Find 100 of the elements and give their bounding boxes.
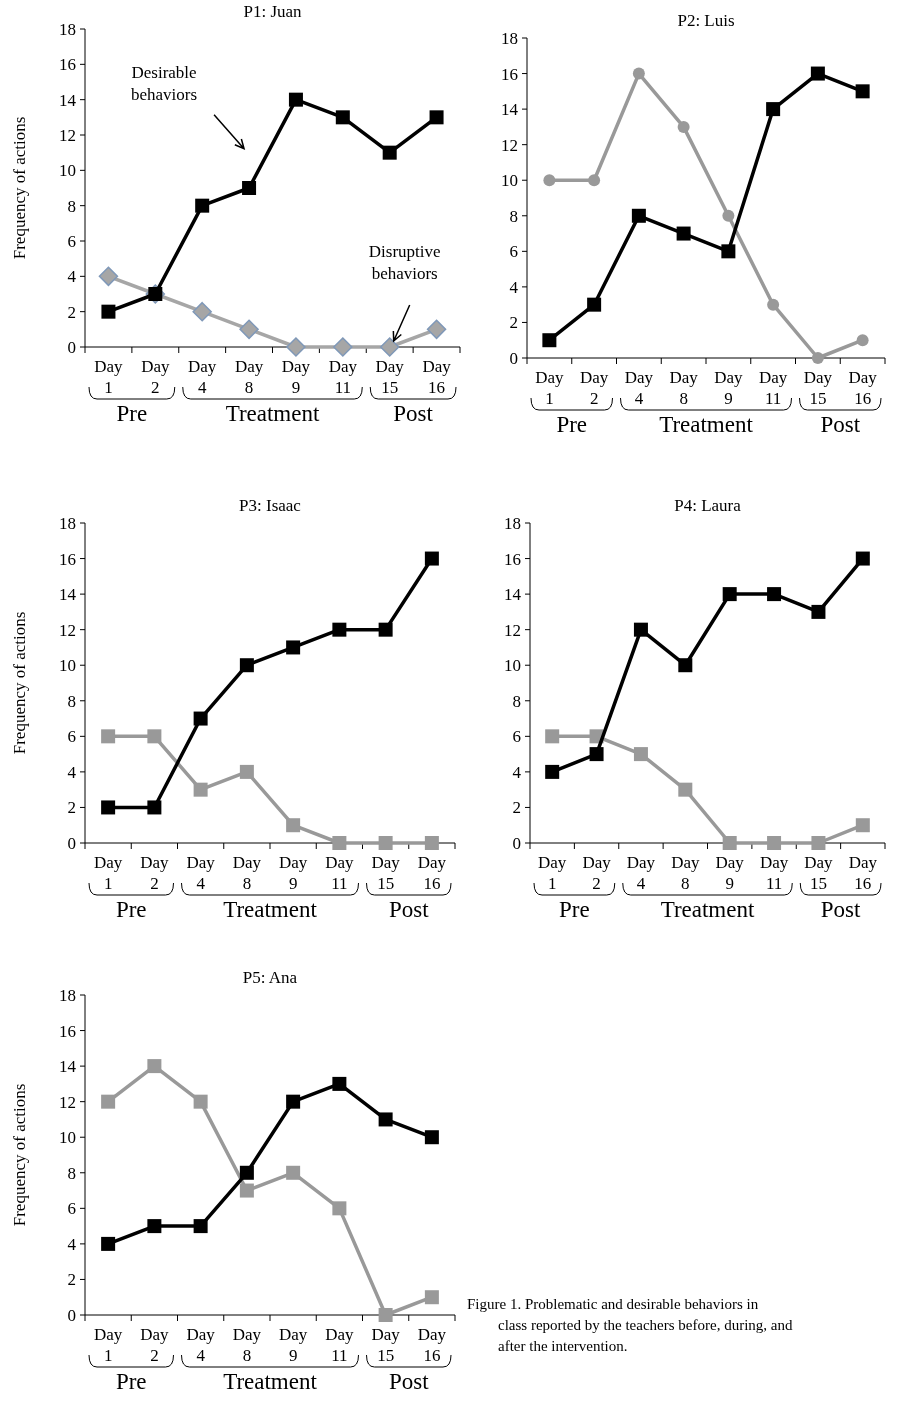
x-tick-label: Day 2	[582, 853, 612, 893]
y-tick-label: 12	[59, 125, 76, 145]
y-tick-label: 10	[59, 656, 76, 676]
x-tick-label: Day 9	[715, 853, 745, 893]
chart-title: P2: Luis	[677, 11, 735, 30]
text: Pre	[115, 897, 147, 922]
y-tick-label: 2	[67, 798, 76, 818]
text: Pre	[116, 401, 148, 426]
y-tick-label: 16	[59, 55, 76, 75]
x-tick-label: Day 9	[281, 357, 311, 397]
x-tick-label: Day 15	[375, 357, 405, 397]
y-tick-label: 18	[504, 513, 521, 533]
y-tick-label: 8	[512, 691, 521, 711]
x-tick-label: Day 8	[234, 357, 264, 397]
y-tick-label: 0	[509, 348, 518, 368]
y-tick-label: 4	[512, 762, 522, 782]
text: Pre	[115, 1369, 147, 1394]
chart-title: P5: Ana	[242, 968, 298, 987]
x-tick-label: Day 4	[626, 853, 656, 893]
annotation: Disruptive behaviors	[368, 242, 441, 283]
text: Treatment	[225, 401, 320, 426]
y-tick-label: 16	[501, 64, 518, 84]
text: Treatment	[223, 1369, 318, 1394]
x-tick-label: Day 15	[371, 853, 401, 893]
x-tick-label: Day 1	[94, 357, 124, 397]
x-tick-label: Day 1	[538, 853, 567, 893]
y-tick-label: 16	[59, 1021, 76, 1041]
y-tick-label: 8	[509, 206, 518, 226]
x-tick-label: Day 9	[278, 1325, 308, 1365]
x-tick-label: Day 11	[759, 853, 789, 893]
y-tick-label: 8	[67, 691, 76, 711]
y-tick-label: 10	[504, 656, 521, 676]
y-tick-label: 14	[59, 90, 77, 110]
y-tick-label: 0	[67, 1305, 76, 1325]
y-tick-label: 18	[59, 513, 76, 533]
x-tick-label: Day 15	[803, 368, 833, 408]
y-tick-label: 4	[67, 1234, 77, 1254]
y-tick-label: 4	[67, 762, 77, 782]
y-tick-label: 14	[59, 585, 77, 605]
text: Post	[820, 897, 862, 922]
x-tick-label: Day 4	[188, 357, 217, 397]
y-axis-title: Frequency of actions	[10, 1083, 29, 1227]
y-tick-label: 16	[504, 549, 521, 569]
y-tick-label: 6	[67, 727, 76, 747]
y-tick-label: 6	[512, 727, 521, 747]
x-tick-label: Day 2	[140, 853, 170, 893]
text: Post	[820, 412, 861, 437]
y-tick-label: 16	[59, 549, 76, 569]
x-tick-label: Day 8	[669, 368, 699, 408]
text: Post	[388, 1369, 430, 1394]
x-tick-label: Day 11	[758, 368, 788, 408]
x-tick-label: Day 4	[624, 368, 654, 408]
text: Post	[388, 897, 430, 922]
y-tick-label: 2	[67, 302, 76, 322]
y-tick-label: 12	[59, 620, 76, 640]
x-tick-label: Day 16	[417, 853, 447, 893]
y-tick-label: 0	[67, 833, 76, 853]
x-tick-label: Day 11	[325, 853, 355, 893]
y-tick-label: 12	[59, 1092, 76, 1112]
x-tick-label: Day 4	[186, 853, 216, 893]
x-tick-label: Day 2	[579, 368, 609, 408]
x-tick-label: Day 8	[232, 853, 262, 893]
x-tick-label: Day 8	[671, 853, 700, 893]
x-tick-label: Day 16	[422, 357, 452, 397]
y-tick-label: 4	[67, 267, 77, 287]
y-tick-label: 12	[501, 135, 518, 155]
x-tick-label: Day 8	[232, 1325, 262, 1365]
chart-title: P1: Juan	[243, 2, 303, 21]
text: Treatment	[659, 412, 754, 437]
x-tick-label: Day 16	[848, 853, 878, 893]
x-tick-label: Day 2	[141, 357, 170, 397]
y-tick-label: 8	[67, 196, 76, 216]
caption: Figure 1. Problematic and desirable behaviors in class reported by the teachers before, during, and after the intervention.	[467, 1296, 793, 1354]
y-tick-label: 2	[512, 798, 521, 818]
y-tick-label: 14	[501, 100, 519, 120]
y-tick-label: 6	[509, 242, 518, 262]
x-tick-label: Day 9	[714, 368, 744, 408]
y-tick-label: 10	[501, 171, 518, 191]
y-tick-label: 8	[67, 1163, 76, 1183]
y-tick-label: 14	[59, 1057, 77, 1077]
y-tick-label: 0	[512, 833, 521, 853]
x-tick-label: Day 4	[186, 1325, 216, 1365]
text: Treatment	[660, 897, 755, 922]
x-tick-label: Day 1	[535, 368, 565, 408]
text: Pre	[559, 897, 590, 922]
y-tick-label: 2	[67, 1270, 76, 1290]
text: Pre	[556, 412, 588, 437]
y-tick-label: 18	[59, 19, 76, 39]
x-tick-label: Day 15	[804, 853, 834, 893]
y-tick-label: 10	[59, 1128, 76, 1148]
y-tick-label: 0	[67, 337, 76, 357]
text: Post	[393, 401, 434, 426]
x-tick-label: Day 16	[417, 1325, 447, 1365]
y-tick-label: 6	[67, 1199, 76, 1219]
y-tick-label: 18	[59, 985, 76, 1005]
y-axis-title: Frequency of actions	[10, 116, 29, 260]
y-tick-label: 2	[509, 313, 518, 333]
x-tick-label: Day 2	[140, 1325, 170, 1365]
y-tick-label: 6	[67, 231, 76, 251]
annotation: Desirable behaviors	[131, 62, 198, 104]
